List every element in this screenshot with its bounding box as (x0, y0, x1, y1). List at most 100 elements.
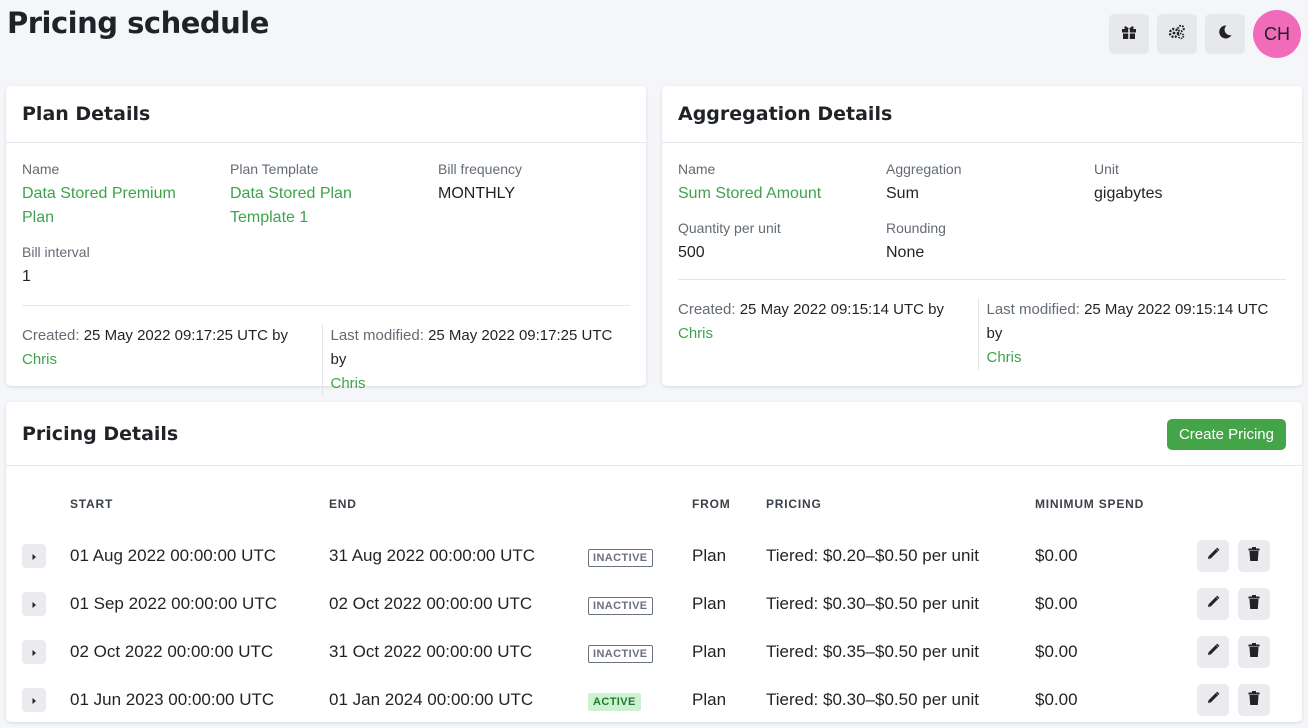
plan-template-link[interactable]: Data Stored Plan Template 1 (230, 185, 352, 226)
expand-row-button[interactable] (22, 640, 46, 664)
start-cell: 01 Jun 2023 00:00:00 UTC (70, 690, 275, 709)
status-badge: ACTIVE (588, 692, 641, 711)
table-row: 01 Jun 2023 00:00:00 UTC 01 Jan 2024 00:… (6, 676, 1302, 724)
minimum-spend-cell: $0.00 (1035, 642, 1078, 661)
edit-button[interactable] (1197, 684, 1230, 716)
settings-icon (1168, 24, 1186, 44)
created-value: 25 May 2022 09:15:14 UTC by (739, 301, 945, 318)
aggregation-details-card: Aggregation Details Name Sum Stored Amou… (662, 86, 1302, 386)
edit-button[interactable] (1197, 588, 1230, 620)
settings-button[interactable] (1157, 14, 1197, 54)
pricing-table: START END FROM PRICING MINIMUM SPEND 01 … (6, 466, 1302, 724)
minimum-spend-cell: $0.00 (1035, 690, 1078, 709)
end-cell: 31 Aug 2022 00:00:00 UTC (329, 546, 536, 565)
minimum-spend-cell: $0.00 (1035, 594, 1078, 613)
created-label: Created: (22, 327, 80, 344)
pencil-icon (1206, 546, 1220, 566)
status-badge: INACTIVE (588, 596, 653, 615)
expand-row-button[interactable] (22, 592, 46, 616)
created-label: Created: (678, 301, 736, 318)
caret-right-icon (30, 594, 38, 614)
modified-label: Last modified: (986, 301, 1080, 318)
start-cell: 01 Aug 2022 00:00:00 UTC (70, 546, 277, 565)
caret-right-icon (30, 546, 38, 566)
rounding-value: None (886, 244, 925, 261)
bill-interval-value: 1 (22, 268, 31, 285)
dark-mode-button[interactable] (1205, 14, 1245, 54)
modified-value: 25 May 2022 09:15:14 UTC by (986, 301, 1269, 342)
plan-details-title: Plan Details (6, 86, 646, 143)
modified-by-link[interactable]: Chris (330, 375, 366, 392)
status-badge: INACTIVE (588, 548, 653, 567)
column-from[interactable]: FROM (692, 497, 731, 511)
page-title: Pricing schedule (7, 6, 269, 40)
expand-row-button[interactable] (22, 544, 46, 568)
from-cell: Plan (692, 594, 727, 613)
aggregation-name-label: Name (678, 161, 716, 177)
pricing-details-card: Pricing Details Create Pricing START END… (6, 402, 1302, 722)
status-badge: INACTIVE (588, 644, 653, 663)
pencil-icon (1206, 690, 1220, 710)
create-pricing-button[interactable]: Create Pricing (1166, 419, 1286, 450)
pencil-icon (1206, 642, 1220, 662)
start-cell: 01 Sep 2022 00:00:00 UTC (70, 594, 277, 613)
quantity-per-unit-value: 500 (678, 244, 705, 261)
modified-by-link[interactable]: Chris (986, 349, 1022, 366)
column-end[interactable]: END (329, 497, 357, 511)
bill-frequency-value: MONTHLY (438, 185, 516, 202)
column-minimum-spend[interactable]: MINIMUM SPEND (1035, 497, 1145, 511)
end-cell: 31 Oct 2022 00:00:00 UTC (329, 642, 533, 661)
end-cell: 02 Oct 2022 00:00:00 UTC (329, 594, 533, 613)
unit-label: Unit (1094, 161, 1119, 177)
column-start[interactable]: START (70, 497, 114, 511)
from-cell: Plan (692, 642, 727, 661)
delete-button[interactable] (1238, 684, 1270, 716)
table-row: 01 Sep 2022 00:00:00 UTC 02 Oct 2022 00:… (6, 580, 1302, 628)
pricing-cell: Tiered: $0.30–$0.50 per unit (766, 690, 979, 709)
table-row: 02 Oct 2022 00:00:00 UTC 31 Oct 2022 00:… (6, 628, 1302, 676)
created-by-link[interactable]: Chris (678, 325, 714, 342)
plan-name-link[interactable]: Data Stored Premium Plan (22, 185, 176, 226)
avatar[interactable]: CH (1253, 10, 1301, 58)
modified-value: 25 May 2022 09:17:25 UTC by (330, 327, 613, 368)
table-row: 01 Aug 2022 00:00:00 UTC 31 Aug 2022 00:… (6, 532, 1302, 580)
column-pricing[interactable]: PRICING (766, 497, 822, 511)
caret-right-icon (30, 642, 38, 662)
trash-icon (1248, 690, 1260, 710)
quantity-per-unit-label: Quantity per unit (678, 220, 781, 236)
edit-button[interactable] (1197, 540, 1230, 572)
aggregation-name-link[interactable]: Sum Stored Amount (678, 185, 822, 202)
pricing-cell: Tiered: $0.30–$0.50 per unit (766, 594, 979, 613)
start-cell: 02 Oct 2022 00:00:00 UTC (70, 642, 274, 661)
modified-label: Last modified: (330, 327, 424, 344)
plan-audit: Created: 25 May 2022 09:17:25 UTC by Chr… (22, 305, 630, 396)
aggregation-value: Sum (886, 185, 919, 202)
from-cell: Plan (692, 690, 727, 709)
trash-icon (1248, 594, 1260, 614)
gift-button[interactable] (1109, 14, 1149, 54)
pricing-cell: Tiered: $0.35–$0.50 per unit (766, 642, 979, 661)
expand-row-button[interactable] (22, 688, 46, 712)
delete-button[interactable] (1238, 540, 1270, 572)
delete-button[interactable] (1238, 636, 1270, 668)
bill-interval-label: Bill interval (22, 244, 90, 260)
plan-name-label: Name (22, 161, 60, 177)
caret-right-icon (30, 690, 38, 710)
pencil-icon (1206, 594, 1220, 614)
created-by-link[interactable]: Chris (22, 351, 58, 368)
plan-details-card: Plan Details Name Data Stored Premium Pl… (6, 86, 646, 396)
aggregation-label: Aggregation (886, 161, 962, 177)
created-value: 25 May 2022 09:17:25 UTC by (83, 327, 289, 344)
bill-frequency-label: Bill frequency (438, 161, 523, 177)
rounding-label: Rounding (886, 220, 946, 236)
pricing-cell: Tiered: $0.20–$0.50 per unit (766, 546, 979, 565)
delete-button[interactable] (1238, 588, 1270, 620)
aggregation-audit: Created: 25 May 2022 09:15:14 UTC by Chr… (678, 279, 1286, 370)
aggregation-details-title: Aggregation Details (662, 86, 1302, 143)
edit-button[interactable] (1197, 636, 1230, 668)
trash-icon (1248, 642, 1260, 662)
moon-icon (1217, 24, 1233, 44)
end-cell: 01 Jan 2024 00:00:00 UTC (329, 690, 534, 709)
minimum-spend-cell: $0.00 (1035, 546, 1078, 565)
gift-icon (1121, 24, 1137, 44)
